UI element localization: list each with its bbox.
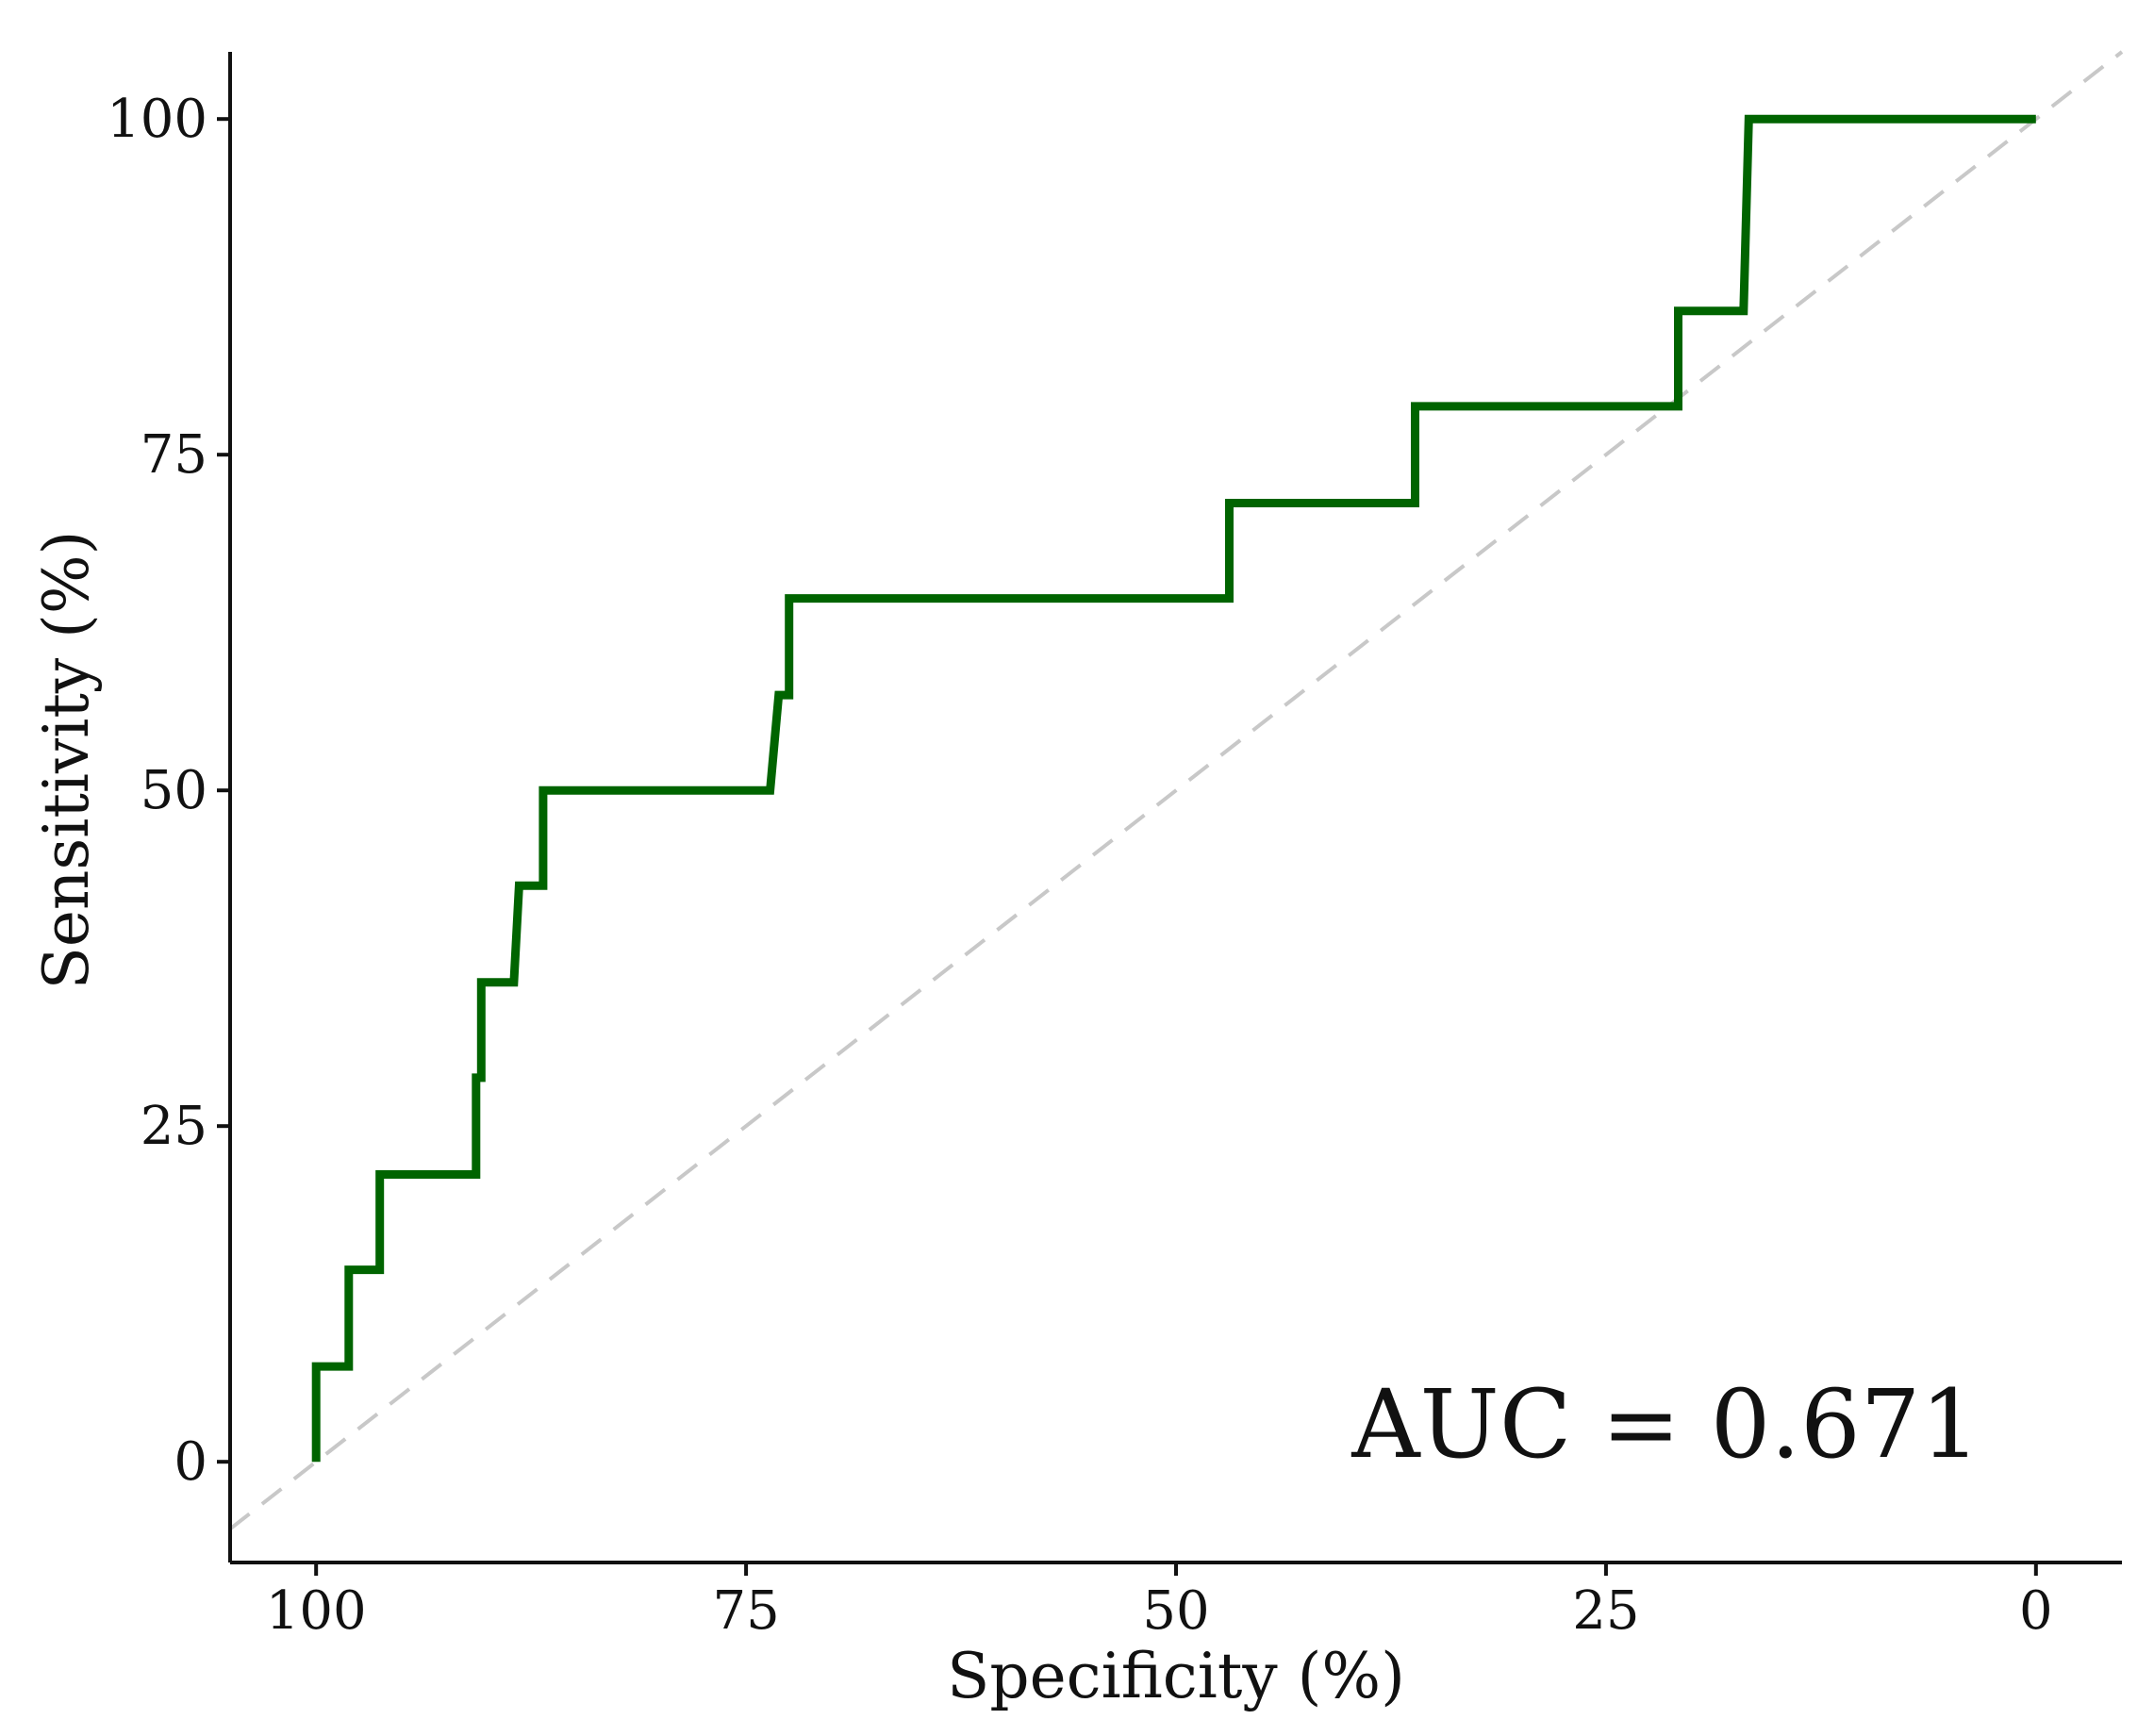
axes bbox=[228, 52, 2122, 1564]
y-tick-label: 0 bbox=[174, 1431, 207, 1493]
y-tick-label: 100 bbox=[107, 89, 207, 150]
x-tick-label: 0 bbox=[2019, 1580, 2053, 1642]
reference-layer bbox=[228, 50, 2124, 1530]
reference-diagonal-line bbox=[228, 50, 2124, 1530]
y-tick-label: 50 bbox=[141, 760, 207, 821]
x-tick-label: 25 bbox=[1572, 1580, 1639, 1642]
auc-annotation: AUC = 0.671 bbox=[1350, 1369, 1980, 1480]
x-tick-label: 100 bbox=[266, 1580, 367, 1642]
y-axis-title: Sensitivity (%) bbox=[30, 531, 103, 990]
roc-curve-line bbox=[311, 114, 2036, 1463]
x-tick-label: 75 bbox=[712, 1580, 779, 1642]
x-axis-title: Specificity (%) bbox=[947, 1640, 1405, 1712]
ticks: 0 25 50 75 100 100 75 50 25 0 bbox=[107, 89, 2053, 1642]
y-tick-label: 25 bbox=[141, 1096, 207, 1157]
curve-layer bbox=[311, 114, 2036, 1463]
y-tick-label: 75 bbox=[141, 424, 207, 486]
x-tick-label: 50 bbox=[1142, 1580, 1209, 1642]
